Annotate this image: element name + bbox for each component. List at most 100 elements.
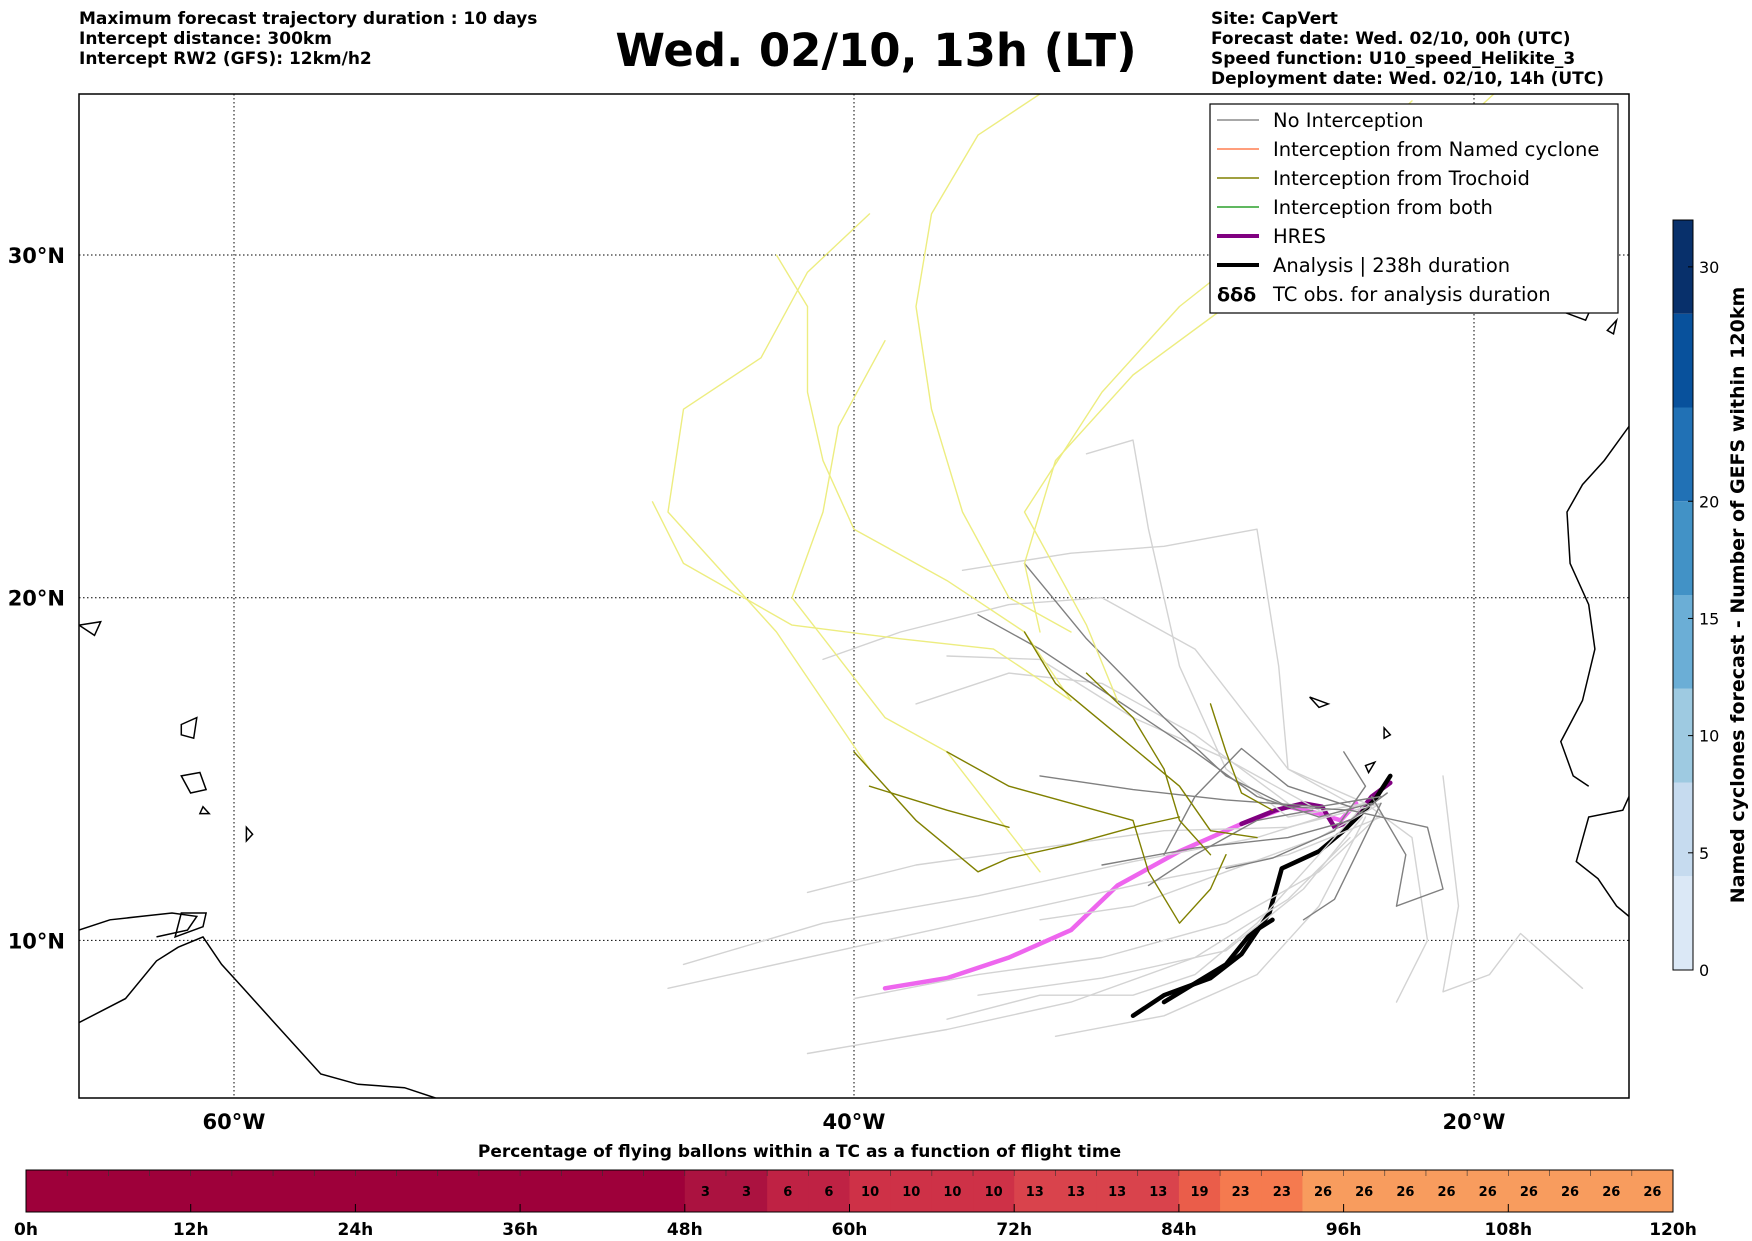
timebar-tick-label: 0h: [14, 1220, 38, 1240]
island-trinidad: [174, 912, 208, 939]
timebar-cell: [1220, 1170, 1262, 1212]
legend-box: [1209, 103, 1619, 314]
timebar-cell: [1096, 1170, 1139, 1212]
trajectory-no-interception: [806, 802, 1382, 894]
lon-tick-label: 40°W: [823, 1110, 886, 1134]
trajectory-interception-from-trochoid: [915, 94, 1072, 633]
trajectory-no-interception: [1147, 809, 1314, 887]
trajectory-no-interception: [682, 802, 1367, 966]
timebar-value-label: 26: [1561, 1185, 1579, 1200]
timebar-tick-label: 84h: [1161, 1220, 1197, 1240]
timebar-cell: [1631, 1170, 1674, 1212]
colorbar-tick-label: 15: [1699, 609, 1719, 628]
timebar-value-label: 26: [1355, 1185, 1373, 1200]
island-martinique: [180, 771, 208, 794]
timebar-cell: [108, 1170, 151, 1212]
timebar-cell: [1261, 1170, 1303, 1212]
timebar-cell: [1014, 1170, 1056, 1212]
legend-label: Interception from both: [1273, 196, 1493, 219]
trajectory-no-interception: [1364, 802, 1429, 1003]
trajectory-analysis-238h-duration: [1130, 773, 1393, 1019]
timebar-tick-label: 72h: [996, 1220, 1032, 1240]
timebar-value-label: 26: [1479, 1185, 1497, 1200]
timebar-cell: [1137, 1170, 1180, 1212]
timebar-cell: [437, 1170, 480, 1212]
island-barbados: [245, 825, 254, 843]
timebar-cell: [1384, 1170, 1427, 1212]
header-right-line: Deployment date: Wed. 02/10, 14h (UTC): [1211, 69, 1605, 89]
colorbar-tick-label: 30: [1699, 258, 1719, 277]
timebar-value-label: 10: [902, 1185, 920, 1200]
timebar-value-label: 13: [1149, 1185, 1167, 1200]
colorbar-tick-label: 0: [1699, 961, 1709, 980]
timebar-cell: [1055, 1170, 1098, 1212]
trajectory-no-interception: [1349, 809, 1444, 907]
timebar-cell: [1467, 1170, 1509, 1212]
timebar-cell: [1425, 1170, 1468, 1212]
timebar-value-label: 26: [1520, 1185, 1538, 1200]
timebar-tick-label: 36h: [502, 1220, 538, 1240]
timebar-value-label: 26: [1314, 1185, 1332, 1200]
timebar-cell: [643, 1170, 686, 1212]
lat-tick-label: 30°N: [8, 244, 65, 268]
timebar-title: Percentage of flying ballons within a TC…: [478, 1142, 1121, 1162]
timebar-value-label: 10: [861, 1185, 879, 1200]
colorbar-segment: [1673, 220, 1693, 314]
timebar-cell: [684, 1170, 727, 1212]
trajectory-no-interception: [977, 614, 1373, 818]
legend-label: Interception from Trochoid: [1273, 167, 1530, 190]
header-left-line: Intercept RW2 (GFS): 12km/h2: [79, 49, 372, 69]
coastline-venezuela: [79, 912, 199, 938]
island-santo-antao: [1309, 696, 1331, 709]
timebar-value-label: 26: [1437, 1185, 1455, 1200]
timebar-cell: [931, 1170, 974, 1212]
timebar-tick-label: 120h: [1649, 1220, 1697, 1240]
island-guadeloupe: [180, 716, 198, 740]
header-left-line: Intercept distance: 300km: [79, 29, 332, 49]
colorbar-tick-label: 10: [1699, 727, 1719, 746]
map-tick-labels: 60°W 40°W 20°W 30°N 20°N 10°N: [8, 244, 1506, 1134]
timebar-cell: [273, 1170, 315, 1212]
header-right-line: Speed function: U10_speed_Helikite_3: [1211, 49, 1576, 69]
timebar-cell: [355, 1170, 398, 1212]
timebar-tick-label: 24h: [338, 1220, 374, 1240]
trajectory-interception-from-trochoid: [853, 751, 1181, 873]
timebar-cell: [231, 1170, 274, 1212]
island-gran-canaria: [1606, 317, 1618, 336]
timebar-cell: [808, 1170, 850, 1212]
trajectory-analysis-238h-duration: [1161, 917, 1275, 1005]
lon-tick-label: 20°W: [1443, 1110, 1506, 1134]
timebar-cell: [973, 1170, 1015, 1212]
timebar-tick-label: 60h: [832, 1220, 868, 1240]
timebar-cell: [767, 1170, 809, 1212]
trajectory-lines: [651, 94, 1584, 1055]
timebar-value-label: 13: [1026, 1185, 1044, 1200]
legend-label: Analysis | 238h duration: [1273, 254, 1510, 277]
timebar-value-label: 26: [1602, 1185, 1620, 1200]
colorbar-segment: [1673, 782, 1693, 877]
timebar-value-label: 23: [1232, 1185, 1250, 1200]
legend-label: TC obs. for analysis duration: [1272, 283, 1551, 306]
chart-title: Wed. 02/10, 13h (LT): [615, 24, 1137, 77]
trajectory-no-interception: [822, 597, 1367, 804]
colorbar: 0 5 10 15 20 30 Named cyclones forecast - Numb…: [1672, 219, 1749, 980]
legend-label: Interception from Named cyclone: [1273, 138, 1599, 161]
island-santiago: [1364, 760, 1377, 775]
legend-label: HRES: [1273, 225, 1326, 248]
header-left: Maximum forecast trajectory duration : 1…: [79, 9, 537, 69]
trajectory-no-interception: [1442, 775, 1584, 993]
timebar-cell: [314, 1170, 356, 1212]
trajectory-no-interception: [1039, 802, 1382, 921]
timebar-value-label: 26: [1396, 1185, 1414, 1200]
colorbar-segment: [1673, 407, 1693, 502]
trajectory-no-interception: [1163, 747, 1351, 856]
tc-obs-symbol: δδδ: [1217, 284, 1256, 306]
trajectory-interception-from-trochoid: [868, 785, 1010, 828]
trajectory-no-interception: [977, 816, 1364, 996]
timebar-cell: [1178, 1170, 1221, 1212]
timebar-cell: [396, 1170, 439, 1212]
timebar-value-label: 3: [742, 1185, 751, 1200]
colorbar-segment: [1673, 688, 1693, 783]
trajectory-no-interception: [806, 836, 1351, 1055]
